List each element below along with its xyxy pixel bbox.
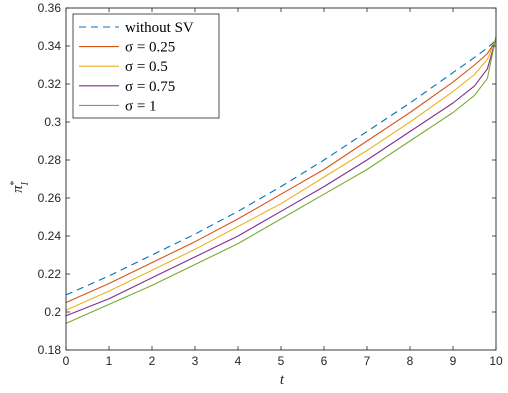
x-axis-label: t [280, 372, 285, 388]
x-tick-label: 8 [407, 354, 414, 368]
legend-label: σ = 1 [125, 98, 157, 114]
x-tick-label: 3 [192, 354, 199, 368]
legend-label: σ = 0.5 [125, 59, 168, 75]
x-tick-label: 10 [489, 354, 503, 368]
y-tick-label: 0.2 [44, 305, 61, 319]
x-tick-label: 9 [450, 354, 457, 368]
series-line-5 [65, 36, 497, 324]
y-axis-label: πI* [9, 181, 31, 193]
x-tick-label: 7 [364, 354, 371, 368]
series-line-4 [65, 38, 497, 317]
x-tick-label: 1 [106, 354, 113, 368]
x-tick-label: 5 [278, 354, 285, 368]
y-tick-label: 0.28 [38, 153, 62, 167]
y-tick-label: 0.32 [38, 77, 62, 91]
y-tick-label: 0.22 [38, 267, 62, 281]
y-tick-label: 0.18 [38, 343, 62, 357]
y-tick-label: 0.26 [38, 191, 62, 205]
y-axis-label-superscript: * [9, 181, 20, 186]
series-line-3 [65, 38, 497, 311]
x-tick-label: 0 [63, 354, 70, 368]
legend-label: σ = 0.25 [125, 40, 175, 56]
y-axis-label-main: π [10, 185, 26, 193]
series-line-2 [65, 40, 497, 304]
y-tick-label: 0.34 [38, 39, 62, 53]
y-tick-label: 0.3 [44, 115, 61, 129]
y-tick-label: 0.36 [38, 1, 62, 15]
svg-text:πI*: πI* [9, 181, 31, 193]
legend-label: without SV [125, 20, 194, 36]
series-layer [65, 36, 497, 324]
series-line-1 [65, 39, 497, 296]
axes-layer: 0 1 2 3 4 5 6 7 8 9 10 0.18 0.2 0.22 0.24 0.26 0.28 0.3 0.… [38, 1, 503, 368]
y-axis-label-subscript: I [20, 181, 31, 186]
x-tick-label: 4 [235, 354, 242, 368]
y-tick-label: 0.24 [38, 229, 62, 243]
x-tick-label: 6 [321, 354, 328, 368]
legend-label: σ = 0.75 [125, 79, 175, 95]
legend: without SV σ = 0.25 σ = 0.5 σ = 0.75 σ = 1 [72, 13, 220, 119]
x-tick-label: 2 [149, 354, 156, 368]
